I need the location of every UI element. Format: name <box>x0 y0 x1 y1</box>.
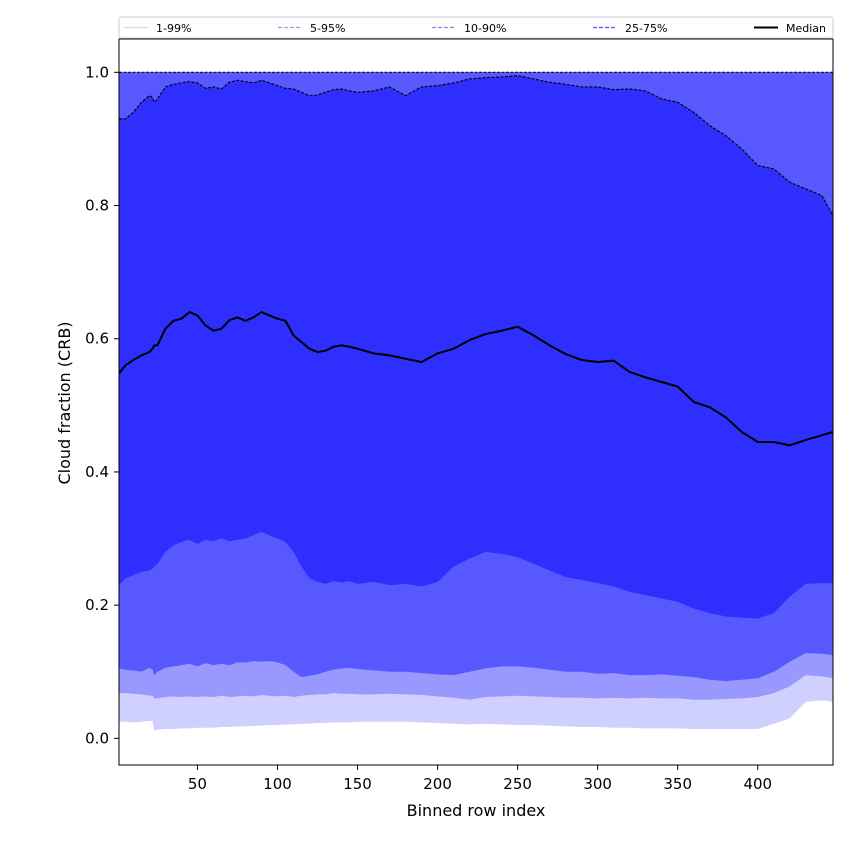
legend-label: 25-75% <box>625 22 667 35</box>
band-25-75 <box>119 75 833 619</box>
x-tick-label: 350 <box>663 775 692 793</box>
x-axis: 50 100 150 200 250 300 350 400 <box>188 765 772 793</box>
y-axis-label: Cloud fraction (CRB) <box>55 321 74 484</box>
plot-area <box>119 71 833 731</box>
x-tick-label: 250 <box>503 775 532 793</box>
y-tick-label: 1.0 <box>85 63 109 81</box>
x-tick-label: 150 <box>343 775 372 793</box>
legend-label: 5-95% <box>310 22 345 35</box>
y-tick-label: 0.6 <box>85 330 109 348</box>
legend-label: 1-99% <box>156 22 191 35</box>
x-tick-label: 200 <box>423 775 452 793</box>
y-tick-label: 0.0 <box>85 729 109 747</box>
upper-25-75-line <box>119 75 833 216</box>
x-tick-label: 300 <box>583 775 612 793</box>
plot-frame <box>118 38 834 766</box>
x-axis-label: Binned row index <box>407 801 546 820</box>
y-tick-label: 0.2 <box>85 596 109 614</box>
y-tick-label: 0.8 <box>85 197 109 215</box>
legend: 1-99% 5-95% 10-90% 25-75% Median <box>118 16 834 39</box>
median-line <box>119 310 833 447</box>
x-tick-label: 50 <box>188 775 207 793</box>
y-tick-label: 0.4 <box>85 463 109 481</box>
legend-label: 10-90% <box>464 22 506 35</box>
y-axis: 0.0 0.2 0.4 0.6 0.8 1.0 <box>85 63 119 747</box>
x-tick-label: 100 <box>263 775 292 793</box>
x-tick-label: 400 <box>743 775 772 793</box>
legend-label: Median <box>786 22 826 35</box>
legend-box <box>118 16 834 39</box>
